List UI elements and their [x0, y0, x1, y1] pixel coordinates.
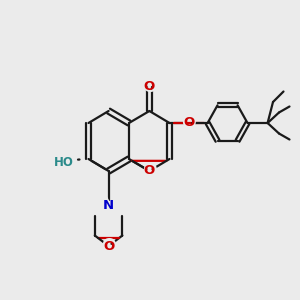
Text: O: O [183, 116, 195, 130]
Text: HO: HO [50, 154, 77, 169]
Text: N: N [101, 196, 116, 214]
Text: O: O [144, 164, 155, 178]
Text: O: O [144, 80, 155, 94]
Text: N: N [103, 199, 114, 212]
Text: O: O [142, 162, 157, 180]
Text: HO: HO [54, 155, 74, 169]
Text: O: O [101, 237, 116, 255]
Text: O: O [182, 114, 196, 132]
Text: O: O [103, 239, 114, 253]
Text: O: O [142, 78, 157, 96]
